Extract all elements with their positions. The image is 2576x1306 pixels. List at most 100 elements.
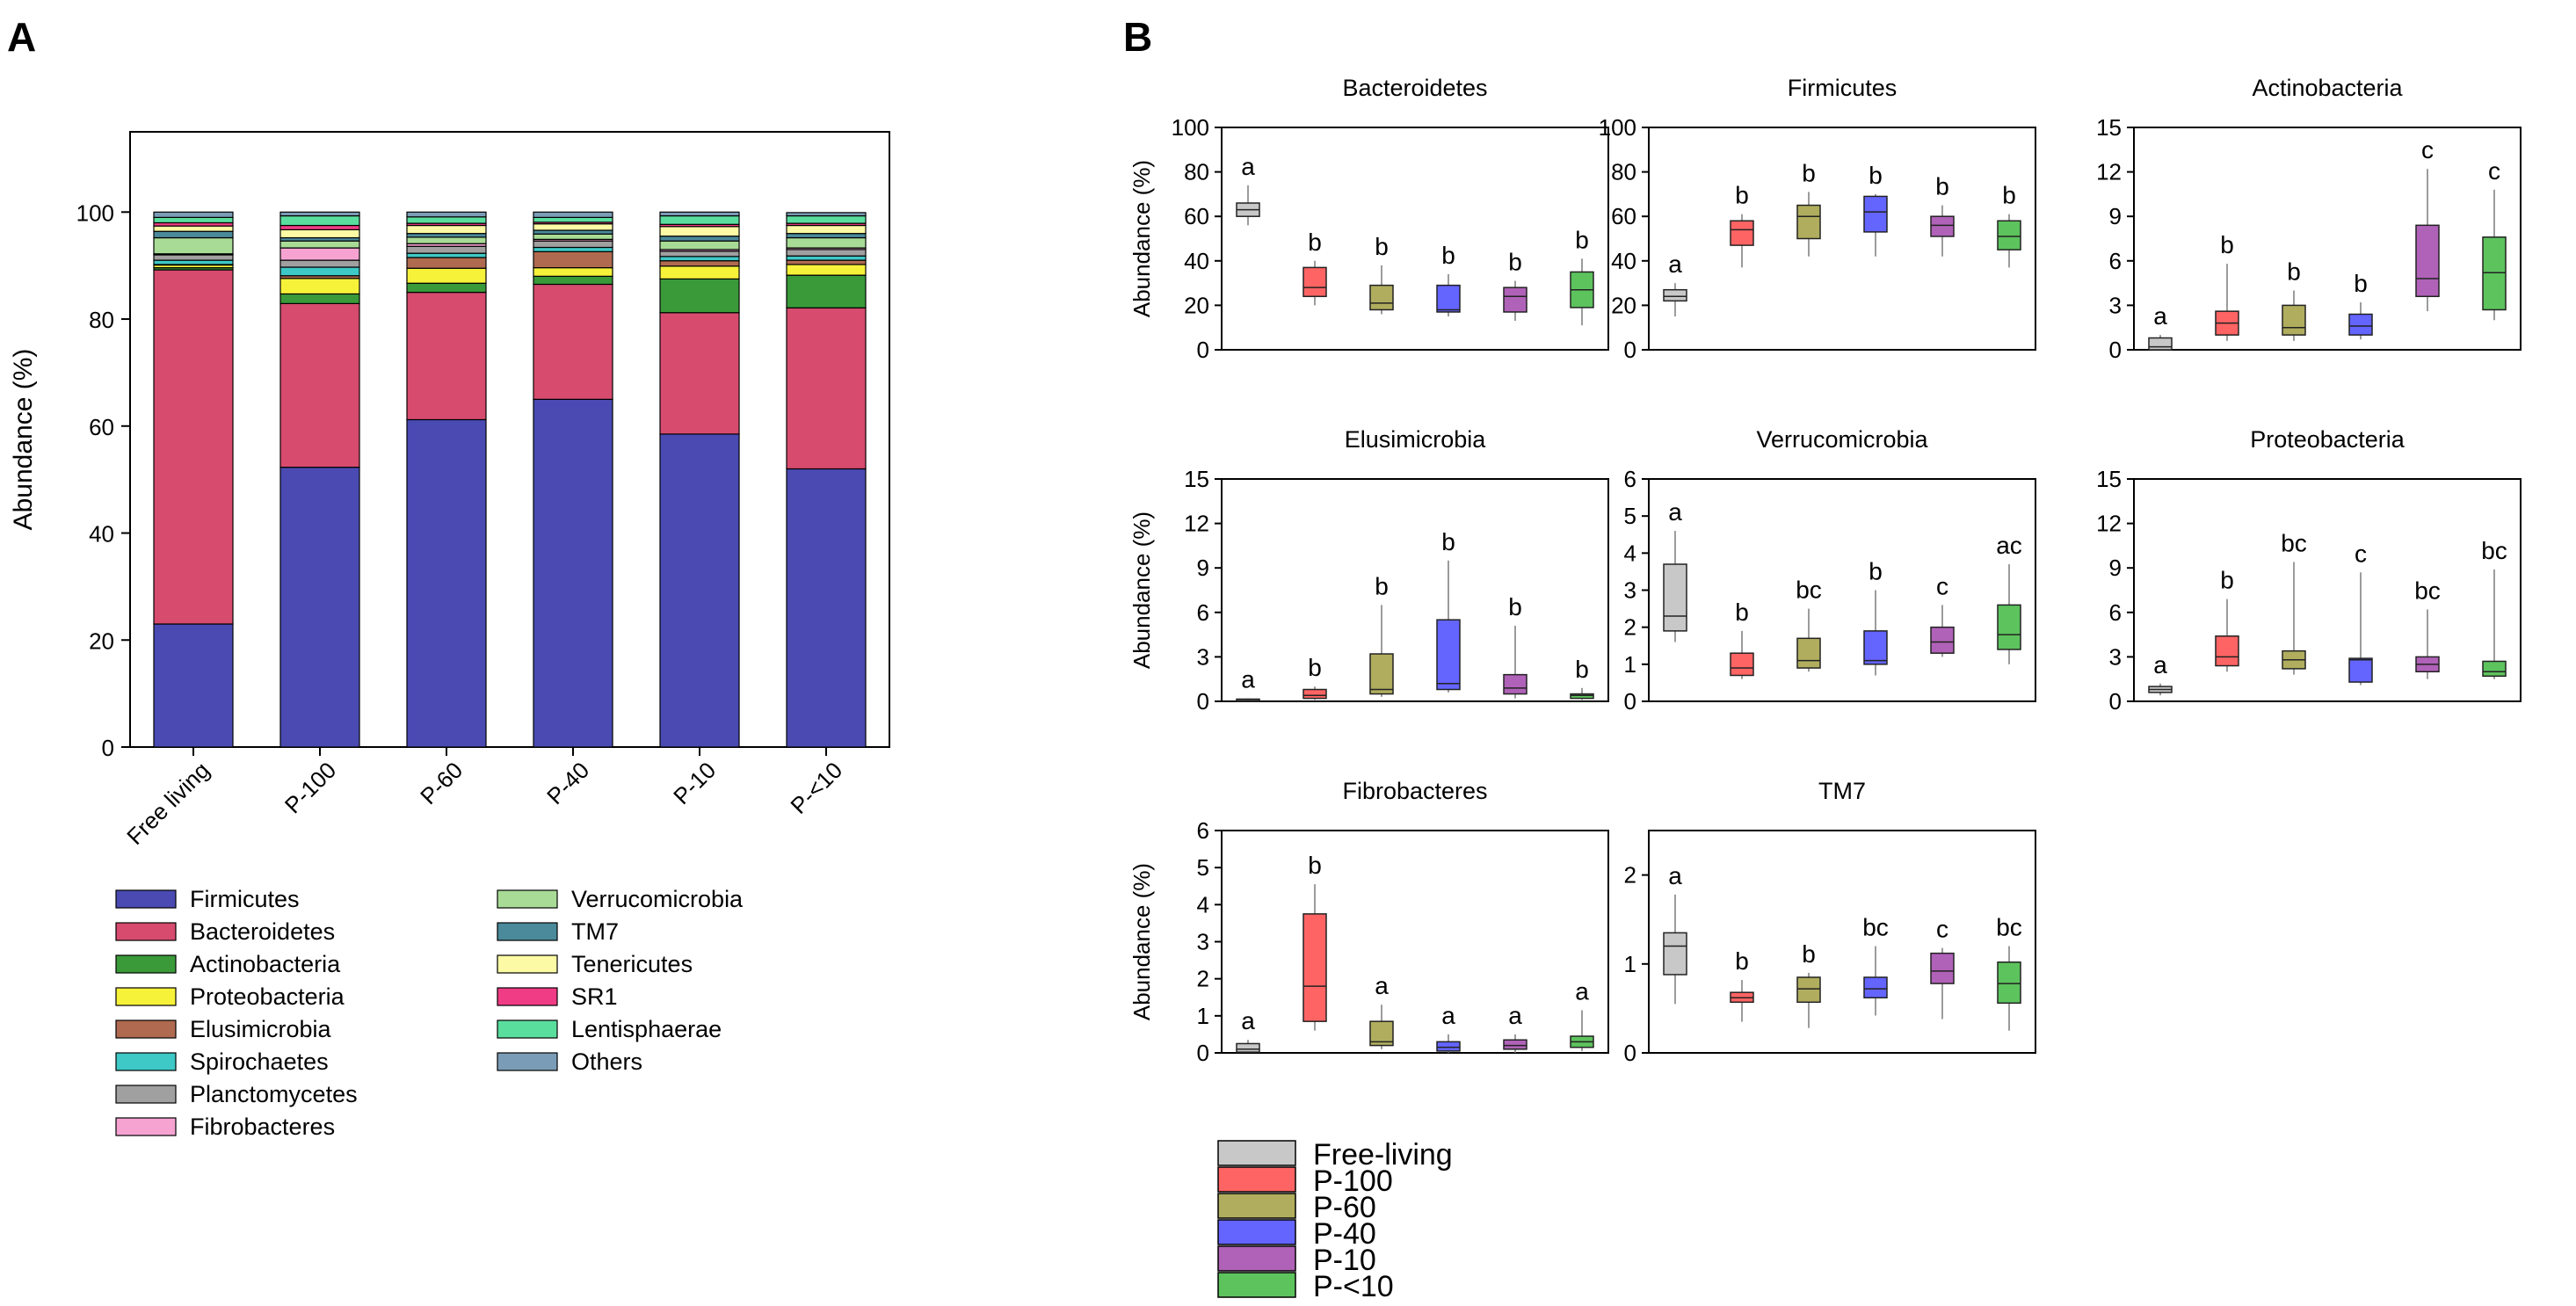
y-tick-label: 6 — [1624, 466, 1636, 492]
y-tick-label: 4 — [1197, 891, 1209, 918]
bar-segment-others — [279, 211, 360, 217]
bar-segment-tenericutes — [786, 224, 867, 235]
box-free-living — [1663, 563, 1687, 632]
box-p-60 — [1796, 637, 1821, 669]
significance-letter: b — [1308, 654, 1322, 681]
significance-letter: a — [1241, 666, 1255, 693]
box-p-100 — [1730, 652, 1754, 677]
y-tick-label: 1 — [1624, 951, 1636, 977]
subplot-title: TM7 — [1818, 778, 1866, 804]
bar-segment-planctomycetes — [279, 259, 360, 268]
bar-segment-spirochaetes — [786, 255, 867, 261]
significance-letter: bc — [1862, 914, 1889, 941]
x-tick-label: P-40 — [541, 757, 594, 809]
bar-segment-tm7 — [406, 233, 487, 238]
subplot-title: Firmicutes — [1788, 75, 1898, 101]
y-tick-label: 4 — [1624, 540, 1636, 566]
bar-segment-others — [786, 212, 867, 217]
significance-letter: c — [1936, 916, 1948, 943]
legend-label: Fibrobacteres — [190, 1114, 335, 1140]
legend-label: Proteobacteria — [190, 983, 345, 1010]
legend-swatch-spirochaetes — [115, 1052, 177, 1071]
box-p-10 — [1570, 693, 1594, 700]
box-p-10 — [2415, 224, 2440, 298]
y-tick-label: 0 — [1197, 1040, 1209, 1066]
bar-segment-proteobacteria — [279, 278, 360, 295]
subplot-title: Bacteroidetes — [1342, 75, 1487, 101]
box-p-40 — [1863, 195, 1888, 233]
bar-segment-planctomycetes — [659, 250, 740, 258]
bar-segment-spirochaetes — [533, 246, 613, 252]
legend-swatch-others — [497, 1052, 558, 1071]
y-tick-label: 2 — [1624, 862, 1636, 889]
legend-label: Verrucomicrobia — [571, 886, 744, 912]
legend-swatch-tm7 — [497, 922, 558, 941]
legend-swatch-tenericutes — [497, 954, 558, 974]
box-p-10 — [1503, 287, 1527, 313]
legend-label: P-40 — [1313, 1217, 1376, 1251]
significance-letter: c — [2421, 136, 2434, 163]
box-p-100 — [1303, 266, 1327, 298]
bar-segment-verrucomicrobia — [279, 240, 360, 249]
bar-segment-planctomycetes — [533, 240, 613, 249]
significance-letter: ac — [1996, 532, 2022, 559]
y-tick-label: 6 — [1197, 599, 1209, 626]
y-axis-label: Abundance (%) — [1128, 160, 1155, 317]
box-p-40 — [1863, 976, 1888, 999]
bar-segment-elusimicrobia — [533, 250, 613, 269]
subplot-frame — [1221, 478, 1609, 702]
legend-label: Planctomycetes — [190, 1081, 358, 1107]
box-p-60 — [1369, 653, 1394, 695]
bar-segment-lentisphaerae — [786, 214, 867, 224]
significance-letter: c — [1936, 572, 1948, 599]
bar-segment-tenericutes — [659, 226, 740, 237]
bar-segment-verrucomicrobia — [659, 240, 740, 250]
bar-segment-firmicutes — [533, 398, 613, 748]
y-tick-label: 12 — [2096, 159, 2122, 185]
bar-segment-elusimicrobia — [786, 259, 867, 265]
legend-swatch-p-10 — [1217, 1272, 1296, 1298]
bar-segment-proteobacteria — [406, 267, 487, 284]
y-tick-label: 40 — [1611, 248, 1636, 274]
significance-letter: a — [1668, 498, 1682, 526]
phylum-legend: Firmicutes Bacteroidetes Actinobacteria Pro… — [115, 886, 744, 1140]
significance-letter: b — [1869, 558, 1883, 585]
bar-segment-lentisphaerae — [533, 216, 613, 223]
y-tick-label: 15 — [2096, 466, 2122, 492]
box-p-100 — [1730, 220, 1754, 246]
y-tick-label: 100 — [1599, 114, 1636, 141]
subplot-title: Verrucomicrobia — [1756, 426, 1928, 453]
y-tick-label: 5 — [1624, 503, 1636, 529]
significance-letter: a — [1575, 978, 1589, 1005]
box-p-100 — [2215, 635, 2239, 667]
bar-segment-firmicutes — [659, 433, 740, 748]
significance-letter: a — [1508, 1002, 1522, 1029]
significance-letter: b — [1508, 249, 1522, 276]
significance-letter: bc — [2281, 529, 2307, 556]
legend-swatch-p-60 — [1217, 1193, 1296, 1219]
box-p-10 — [2482, 660, 2507, 678]
bar-segment-others — [153, 211, 234, 218]
box-free-living — [1663, 932, 1687, 976]
bar-segment-spirochaetes — [279, 266, 360, 277]
significance-letter: b — [1441, 528, 1455, 555]
significance-letter: b — [2354, 270, 2368, 297]
bar-segment-bacteroidetes — [659, 312, 740, 435]
significance-letter: a — [1441, 1002, 1455, 1029]
significance-letter: a — [1241, 153, 1255, 180]
bar-segment-bacteroidetes — [533, 283, 613, 400]
y-tick-label: 5 — [1197, 854, 1209, 881]
legend-label: TM7 — [571, 918, 619, 945]
y-tick-label: 60 — [1611, 203, 1636, 229]
legend-label: P-10 — [1313, 1244, 1376, 1277]
y-tick-label: 80 — [1611, 159, 1636, 185]
subplot-frame — [2133, 478, 2522, 702]
y-tick-label: 40 — [1184, 248, 1209, 274]
y-tick-label: 6 — [1197, 817, 1209, 844]
y-tick-label: 9 — [2109, 203, 2122, 229]
box-p-40 — [1863, 630, 1888, 665]
significance-letter: b — [1935, 173, 1949, 200]
x-tick-label: P-100 — [279, 757, 341, 818]
legend-label: Elusimicrobia — [190, 1016, 332, 1042]
legend-swatch-firmicutes — [115, 889, 177, 909]
